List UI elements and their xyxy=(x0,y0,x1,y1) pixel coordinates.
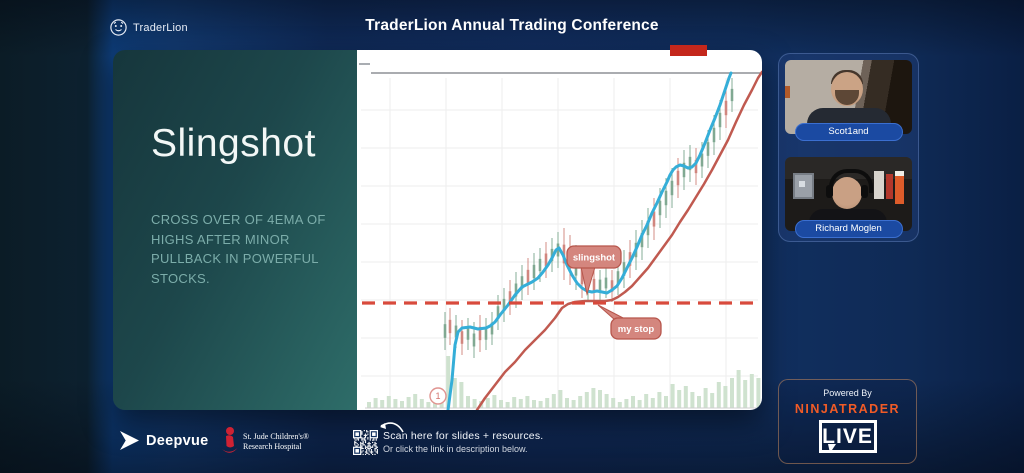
participant-name-badge: Richard Moglen xyxy=(794,220,903,238)
qr-code xyxy=(353,430,378,455)
deepvue-arrow-icon xyxy=(120,431,139,450)
headphones xyxy=(829,169,873,193)
youtube-plaque xyxy=(793,173,814,199)
book xyxy=(895,171,904,204)
book xyxy=(886,174,893,199)
slide-title-panel: Slingshot CROSS OVER OF 4EMA OF HIGHS AF… xyxy=(113,50,357,410)
qr-caption-line1: Scan here for slides + resources. xyxy=(383,430,544,442)
stjude-logo: St. Jude Children's® Research Hospital xyxy=(221,426,309,456)
webcam-richard: Richard Moglen xyxy=(785,157,912,238)
book xyxy=(874,171,884,199)
red-tab xyxy=(670,45,707,56)
powered-by-label: Powered By xyxy=(823,388,872,398)
headphone-cup xyxy=(826,185,833,198)
stjude-text: St. Jude Children's® Research Hospital xyxy=(243,426,309,452)
price-chart: 1 slingshot my stop xyxy=(359,63,762,410)
traderlion-logo: TraderLion xyxy=(110,19,188,36)
person-head xyxy=(832,177,862,209)
slide-description: CROSS OVER OF 4EMA OF HIGHS AFTER MINOR … xyxy=(151,212,326,286)
slide-title: Slingshot xyxy=(151,122,316,165)
deepvue-wordmark: Deepvue xyxy=(146,432,209,449)
deepvue-logo: Deepvue xyxy=(120,431,209,450)
background-decor xyxy=(785,86,790,98)
stjude-line1: St. Jude Children's® xyxy=(243,432,309,441)
webcam-panel: Scot1and Richard Moglen xyxy=(778,53,919,242)
conference-title: TraderLion Annual Trading Conference xyxy=(365,17,659,34)
ninjatrader-live-badge: Powered By NINJATRADER LIVE xyxy=(778,379,917,464)
person-beard xyxy=(835,90,859,105)
stjude-child-icon xyxy=(222,427,238,453)
live-logo: LIVE xyxy=(818,420,877,453)
presentation-slide: Slingshot CROSS OVER OF 4EMA OF HIGHS AF… xyxy=(113,50,762,410)
chart-panel: 1 slingshot my stop xyxy=(357,50,762,410)
svg-text:1: 1 xyxy=(435,391,440,401)
curved-arrow-icon xyxy=(380,422,404,433)
qr-caption-line2: Or click the link in description below. xyxy=(383,444,528,454)
lion-icon xyxy=(110,19,127,36)
participant-name-badge: Scot1and xyxy=(794,123,903,141)
qr-caption: Scan here for slides + resources. Or cli… xyxy=(383,430,543,454)
stjude-line2: Research Hospital xyxy=(243,442,302,451)
svg-text:slingshot: slingshot xyxy=(573,253,616,264)
logo-text: TraderLion xyxy=(133,21,188,34)
svg-text:my stop: my stop xyxy=(618,324,655,335)
webcam-scotland: Scot1and xyxy=(785,60,912,141)
ninjatrader-brand: NINJATRADER xyxy=(794,402,901,416)
webcam-video xyxy=(785,60,912,134)
headphone-cup xyxy=(861,185,868,198)
